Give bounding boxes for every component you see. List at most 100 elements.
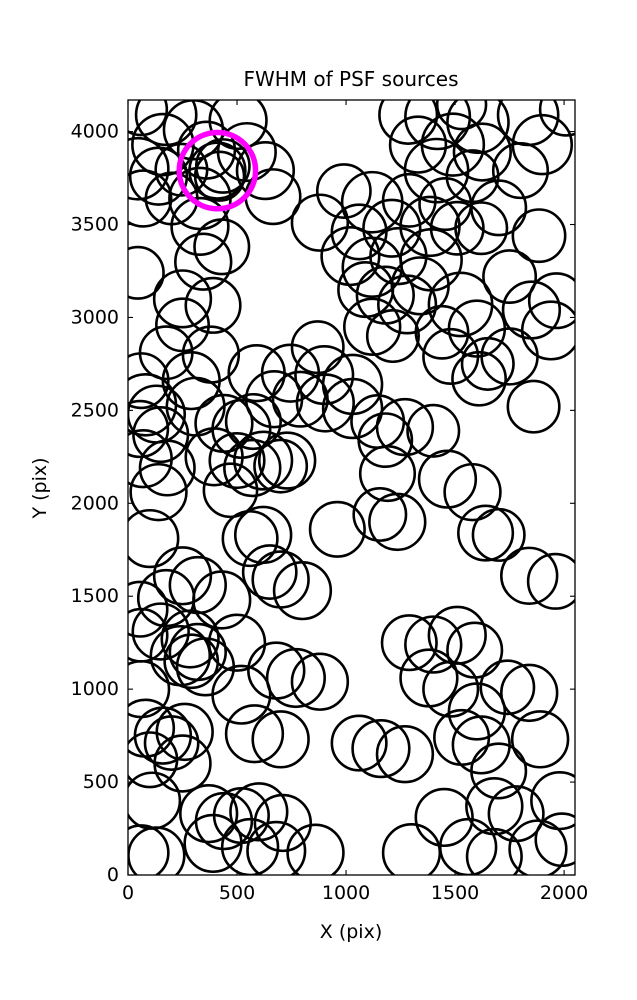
psf-source-circle <box>534 812 575 868</box>
psf-source-circle <box>404 615 463 674</box>
psf-source-circle <box>128 580 169 638</box>
psf-source-circle <box>357 412 414 469</box>
y-tick-label: 0 <box>107 864 119 886</box>
psf-source-circle <box>128 731 179 789</box>
psf-source-circle <box>233 505 293 565</box>
psf-source-circle <box>224 704 285 764</box>
psf-source-circle <box>170 196 230 257</box>
psf-source-circle <box>414 304 470 360</box>
psf-source-circle <box>246 820 307 875</box>
psf-source-circle <box>257 431 317 490</box>
x-axis-ticks: 0 500 1000 1500 2000 <box>122 100 588 904</box>
psf-source-circle <box>251 710 310 769</box>
x-tick-label: 0 <box>122 882 134 904</box>
psf-source-circle <box>138 439 196 497</box>
psf-source-circle <box>352 486 408 542</box>
psf-source-circle <box>480 327 539 386</box>
psf-source-circle <box>152 269 213 329</box>
psf-source-circle <box>526 552 575 610</box>
psf-source-circle <box>511 208 567 264</box>
psf-source-circle <box>538 100 575 137</box>
psf-source-circle <box>179 784 239 844</box>
psf-source-circle <box>193 150 246 202</box>
psf-source-circle <box>470 179 528 237</box>
psf-source-circle <box>208 100 268 151</box>
psf-source-circle <box>465 827 523 875</box>
y-axis-label: Y (pix) <box>29 457 51 519</box>
y-tick-label: 4000 <box>71 121 119 143</box>
axes-frame <box>127 99 576 876</box>
psf-source-circle <box>404 100 472 151</box>
x-tick-label: 2000 <box>540 882 588 904</box>
psf-source-circle <box>220 817 280 875</box>
psf-source-circle <box>128 136 170 201</box>
psf-source-circle <box>417 449 478 509</box>
psf-source-circle <box>510 710 570 769</box>
psf-source-circle <box>253 793 313 853</box>
highlighted-source-marker <box>176 129 259 212</box>
psf-source-circle <box>369 226 428 286</box>
psf-source-circle <box>290 652 350 711</box>
psf-source-circle <box>174 232 233 291</box>
psf-source-circle <box>265 647 326 709</box>
psf-source-circle <box>290 320 345 375</box>
plot-title: FWHM of PSF sources <box>243 67 458 91</box>
psf-source-circle <box>271 370 329 428</box>
psf-source-circle <box>527 272 575 330</box>
psf-source-circle <box>128 508 180 569</box>
psf-source-circle <box>358 444 417 503</box>
psf-source-circle <box>128 245 165 300</box>
psf-source-circle <box>500 546 559 605</box>
y-tick-label: 1000 <box>71 678 119 700</box>
psf-source-circle <box>155 297 210 353</box>
psf-source-circle <box>143 715 200 771</box>
psf-source-circle <box>129 462 188 522</box>
y-axis-ticks: 0 500 1000 1500 2000 2500 3000 3500 4000 <box>71 121 575 886</box>
psf-source-circle <box>233 430 294 491</box>
psf-source-circle <box>132 405 190 464</box>
psf-source-circle <box>414 787 474 848</box>
psf-source-circle <box>420 112 486 177</box>
psf-source-circle <box>388 115 448 174</box>
psf-source-circle <box>290 193 350 252</box>
psf-source-circle <box>375 397 435 457</box>
psf-source-circle <box>321 377 384 440</box>
psf-source-circle <box>168 622 227 682</box>
psf-source-circle <box>128 429 173 489</box>
y-tick-label: 500 <box>83 771 119 793</box>
psf-source-circle <box>208 431 266 490</box>
psf-source-circle <box>406 403 461 458</box>
x-tick-label: 1000 <box>322 882 370 904</box>
psf-source-circle <box>451 350 507 407</box>
psf-source-circle <box>286 823 345 875</box>
y-tick-label: 2500 <box>71 399 119 421</box>
psf-source-circle <box>378 100 439 145</box>
psf-source-circle <box>229 782 289 842</box>
psf-source-circle <box>163 633 220 690</box>
psf-source-circle <box>351 718 411 779</box>
psf-source-circle <box>454 201 509 256</box>
x-axis-label: X (pix) <box>320 921 382 943</box>
psf-source-circle <box>152 546 213 606</box>
psf-source-circle <box>128 399 170 459</box>
psf-source-circle <box>244 370 304 429</box>
psf-source-circle <box>479 659 536 716</box>
psf-source-circle <box>128 824 170 875</box>
psf-source-circle <box>330 714 388 772</box>
psf-source-circle <box>184 276 242 334</box>
y-tick-label: 1500 <box>71 585 119 607</box>
psf-source-circle <box>308 500 366 558</box>
psf-source-circle <box>128 372 178 437</box>
psf-source-circle <box>375 724 435 784</box>
x-tick-label: 500 <box>219 882 255 904</box>
psf-source-circle <box>128 100 169 137</box>
psf-source-circle <box>482 249 538 305</box>
psf-source-circle <box>128 352 170 410</box>
psf-source-circle <box>446 100 510 155</box>
psf-source-circle <box>377 274 438 335</box>
psf-source-circle <box>500 663 559 723</box>
psf-source-circle <box>471 507 526 562</box>
psf-source-circle <box>368 492 427 552</box>
